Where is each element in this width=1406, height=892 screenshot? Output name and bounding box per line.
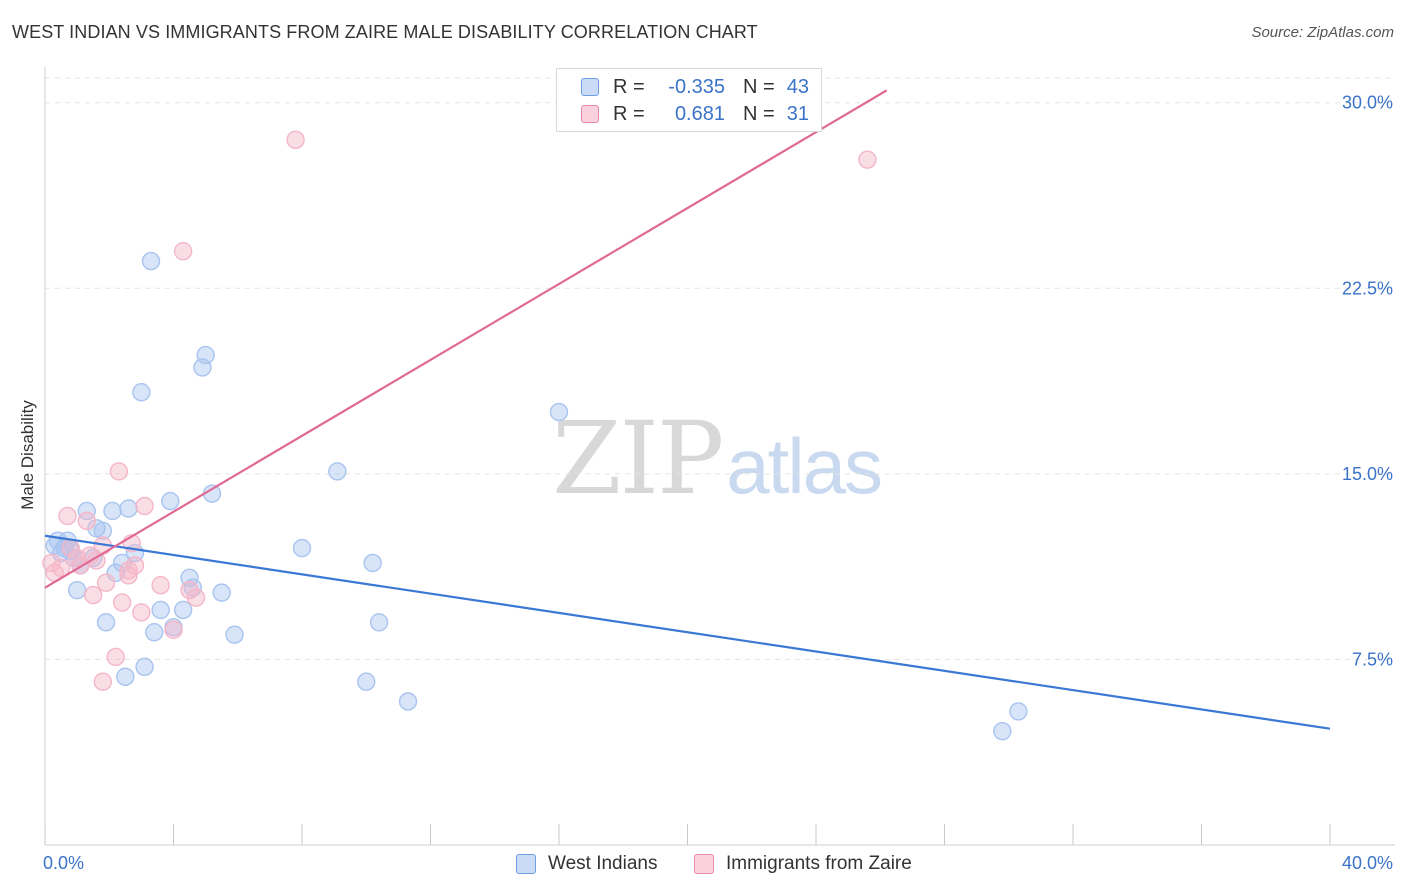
zaire-point — [180, 580, 199, 600]
west-indians-point — [116, 667, 135, 686]
west-indians-point — [357, 672, 376, 691]
watermark-zip: ZIP — [552, 400, 724, 517]
west-indians-point — [225, 625, 244, 644]
legend-swatch-west-indians — [581, 78, 599, 96]
zaire-point — [42, 553, 61, 573]
legend-label-zaire: Immigrants from Zaire — [726, 853, 912, 874]
n-value: 43 — [786, 75, 809, 98]
west-indians-point — [132, 383, 151, 402]
west-indians-point — [141, 251, 161, 271]
west-indians-trendline — [44, 534, 1331, 730]
zaire-point — [51, 558, 71, 578]
zaire-point — [173, 241, 193, 261]
zaire-point — [132, 603, 151, 622]
zaire-point — [151, 576, 170, 595]
zaire-point — [58, 506, 77, 526]
west-indians-point — [161, 491, 180, 511]
west-indians-point — [292, 538, 312, 558]
y-tick-label: 22.5% — [1342, 278, 1393, 298]
west-indians-point — [135, 657, 154, 677]
chart-title: WEST INDIAN VS IMMIGRANTS FROM ZAIRE MAL… — [12, 22, 758, 42]
n-label: N = — [743, 75, 775, 98]
west-indians-point — [96, 613, 116, 632]
west-indians-point — [196, 345, 215, 365]
zaire-point — [135, 496, 154, 516]
n-value: 31 — [786, 102, 809, 125]
n-label: N = — [743, 102, 775, 125]
zaire-point — [286, 130, 305, 150]
legend-row-zaire: R = 0.681 N = 31 — [581, 102, 809, 126]
west-indians-point — [183, 578, 202, 597]
zaire-point — [83, 585, 103, 605]
west-indians-point — [363, 553, 382, 573]
west-indians-point — [93, 521, 113, 540]
west-indians-point — [67, 580, 87, 600]
west-indians-point — [369, 613, 389, 632]
r-label: R = — [613, 102, 645, 125]
r-value: -0.335 — [668, 75, 725, 98]
zaire-point — [93, 672, 113, 691]
west-indians-point — [151, 600, 170, 620]
y-tick-label: 30.0% — [1342, 93, 1393, 113]
source-label: Source: ZipAtlas.com — [1251, 24, 1394, 41]
west-indians-point — [1009, 702, 1028, 721]
zaire-point — [96, 573, 116, 592]
legend-item-west-indians: West Indians — [516, 852, 657, 876]
x-tick-label: 40.0% — [1342, 853, 1393, 873]
zaire-point — [858, 150, 877, 169]
legend-item-zaire: Immigrants from Zaire — [694, 852, 912, 876]
zaire-point — [186, 588, 206, 607]
west-indians-point — [328, 462, 347, 481]
legend-row-west-indians: R = -0.335 N = 43 — [581, 75, 809, 99]
west-indians-point — [212, 583, 231, 602]
r-label: R = — [613, 75, 645, 98]
legend-swatch-west-indians — [516, 854, 536, 874]
west-indians-point — [119, 499, 138, 518]
zaire-point — [77, 511, 96, 531]
zaire-point — [109, 462, 129, 481]
zaire-trendline — [44, 89, 888, 589]
west-indians-point — [398, 692, 418, 711]
west-indians-point — [103, 501, 122, 521]
correlation-legend: R = -0.335 N = 43 R = 0.681 N = 31 — [556, 68, 822, 132]
x-tick-label: 0.0% — [43, 853, 84, 873]
zaire-point — [119, 566, 138, 585]
y-tick-label: 15.0% — [1342, 464, 1393, 484]
west-indians-point — [145, 623, 164, 642]
legend-swatch-zaire — [694, 854, 714, 874]
legend-label-west-indians: West Indians — [548, 853, 658, 874]
zaire-point — [125, 556, 145, 575]
zaire-point — [164, 620, 183, 639]
west-indians-point — [993, 721, 1012, 741]
y-tick-label: 7.5% — [1352, 649, 1393, 669]
west-indians-point — [549, 402, 569, 422]
watermark: ZIPatlas — [552, 400, 883, 517]
zaire-point — [112, 593, 132, 612]
watermark-atlas: atlas — [726, 422, 883, 510]
west-indians-point — [77, 501, 96, 521]
r-value: 0.681 — [674, 102, 725, 125]
west-indians-point — [173, 600, 193, 620]
legend-swatch-zaire — [581, 105, 599, 123]
zaire-point — [106, 647, 125, 667]
